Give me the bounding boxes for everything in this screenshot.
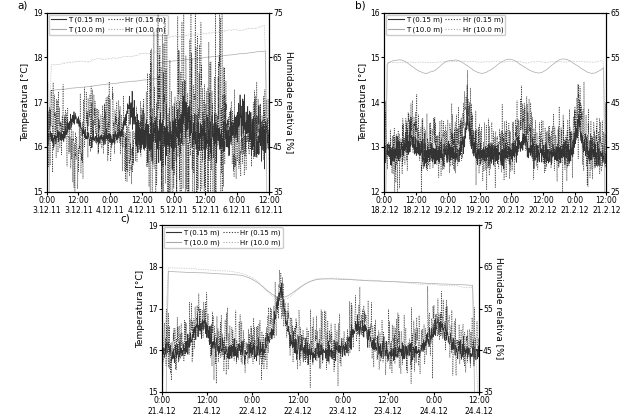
Y-axis label: Humidade relativa [%]: Humidade relativa [%] — [285, 51, 294, 153]
Text: b): b) — [355, 1, 366, 11]
Legend: T (0.15 m), T (10.0 m), Hr (0.15 m), Hr (10.0 m): T (0.15 m), T (10.0 m), Hr (0.15 m), Hr … — [386, 15, 506, 35]
Legend: T (0.15 m), T (10.0 m), Hr (0.15 m), Hr (10.0 m): T (0.15 m), T (10.0 m), Hr (0.15 m), Hr … — [164, 227, 283, 248]
Y-axis label: Temperatura [°C]: Temperatura [°C] — [136, 269, 145, 348]
Y-axis label: Temperatura [°C]: Temperatura [°C] — [21, 63, 30, 141]
Text: c): c) — [121, 214, 130, 224]
Legend: T (0.15 m), T (10.0 m), Hr (0.15 m), Hr (10.0 m): T (0.15 m), T (10.0 m), Hr (0.15 m), Hr … — [49, 15, 168, 35]
Y-axis label: Humidade relativa [%]: Humidade relativa [%] — [495, 257, 504, 360]
Y-axis label: Temperatura [°C]: Temperatura [°C] — [359, 63, 368, 141]
Text: a): a) — [18, 1, 28, 11]
